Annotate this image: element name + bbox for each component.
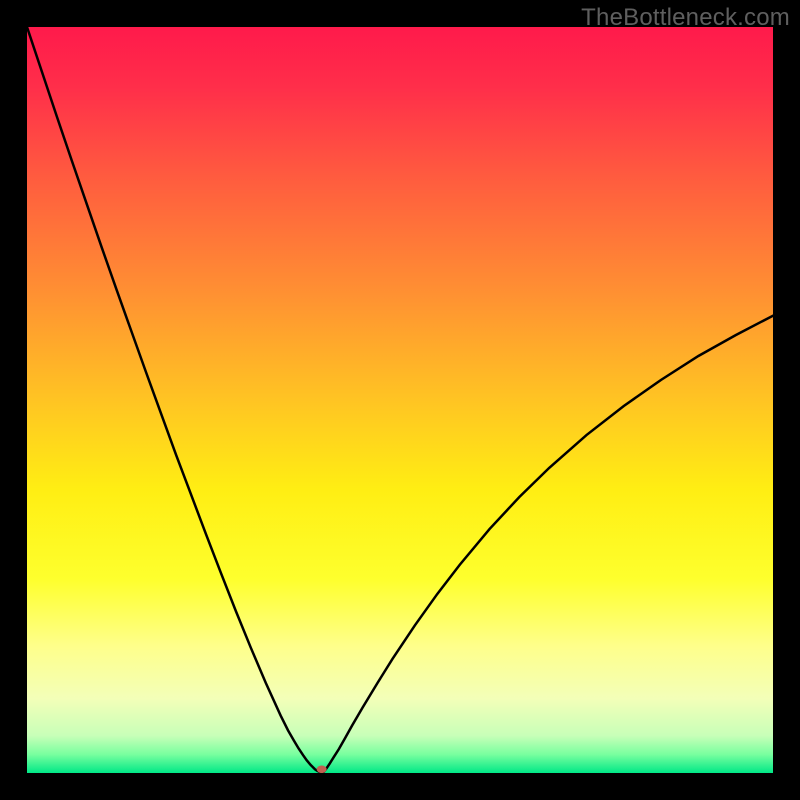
curve-right-branch: [323, 316, 773, 773]
vertex-marker: [317, 765, 327, 773]
curve-left-branch: [27, 27, 320, 772]
chart-frame: TheBottleneck.com: [0, 0, 800, 800]
bottleneck-curve: [27, 27, 773, 773]
plot-area: [27, 27, 773, 773]
watermark-text: TheBottleneck.com: [581, 4, 790, 32]
